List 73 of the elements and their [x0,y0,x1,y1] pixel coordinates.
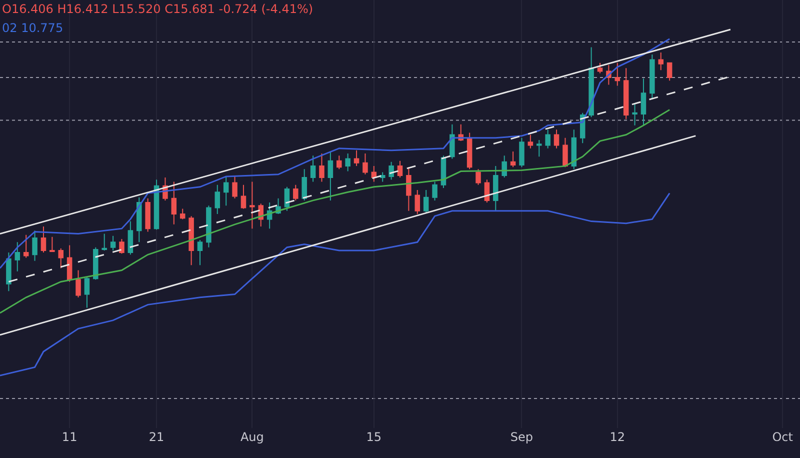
candlestick [493,166,498,212]
candlestick [214,184,220,214]
candlestick [650,54,655,100]
candlestick [336,155,342,170]
candlestick [545,129,550,149]
candlestick [40,226,46,254]
candlestick [302,168,307,201]
candlestick [397,160,403,178]
candlestick [223,176,229,206]
candlestick [571,129,577,170]
candlestick [76,270,81,298]
candlestick [6,252,12,292]
candlestick [666,62,672,82]
candlestick [136,196,142,243]
x-tick-label: Sep [510,430,534,444]
candlestick [554,129,560,149]
candlestick [658,52,664,71]
text: O16.406 H16.412 L15.520 C15.681 -0.724 (-4.41%) [2,2,314,16]
candlestick [240,184,246,210]
candlestick [14,242,20,272]
candlestick [66,244,72,282]
candlestick [528,134,534,149]
candlestick [519,137,524,168]
candlestick [32,230,38,262]
x-tick-label: 21 [148,430,164,444]
x-tick-label: 15 [366,430,382,444]
candlestick [197,240,203,266]
candlestick [328,150,334,201]
candlestick [128,220,134,256]
x-tick-label: 12 [610,430,626,444]
candlestick [623,68,629,120]
candlestick [588,46,594,118]
candlestick [93,246,98,280]
candlestick [145,198,150,232]
candlestick [432,181,438,201]
candlestick [232,176,238,199]
x-tick-label: 11 [62,430,78,444]
candlestick [510,150,516,168]
candlestick [502,155,507,178]
candlestick [319,153,324,182]
x-tick-label: Oct [772,430,794,444]
candlestick [414,190,420,214]
candlestick [50,236,55,252]
x-tick-label: Aug [240,430,264,444]
candlestick [293,184,298,201]
candlestick [180,208,186,220]
candlestick [614,62,620,86]
candlestick [476,168,481,186]
text: 02 10.775 [2,21,64,35]
candlestick [84,276,90,308]
candlestick [58,248,64,269]
candlestick [406,166,412,212]
candlestick [423,190,429,214]
candlestick [380,172,386,182]
candlestick [119,238,124,254]
candlestick [110,235,116,251]
candlestick [536,140,542,158]
candlestick [188,216,194,266]
candlestick [450,124,455,160]
candlestick [250,181,255,230]
candlestick [632,103,638,126]
candlestick [23,234,29,258]
candlestick [362,153,368,175]
candlestick [102,233,107,251]
candlestick [310,155,316,182]
candlestick [640,78,646,126]
candlestick [562,137,568,167]
candlestick [354,150,360,167]
candlestick [345,153,350,172]
candlestick [171,181,177,225]
candlestick [597,62,603,74]
candlestick [206,205,212,248]
candlestick [466,132,472,170]
